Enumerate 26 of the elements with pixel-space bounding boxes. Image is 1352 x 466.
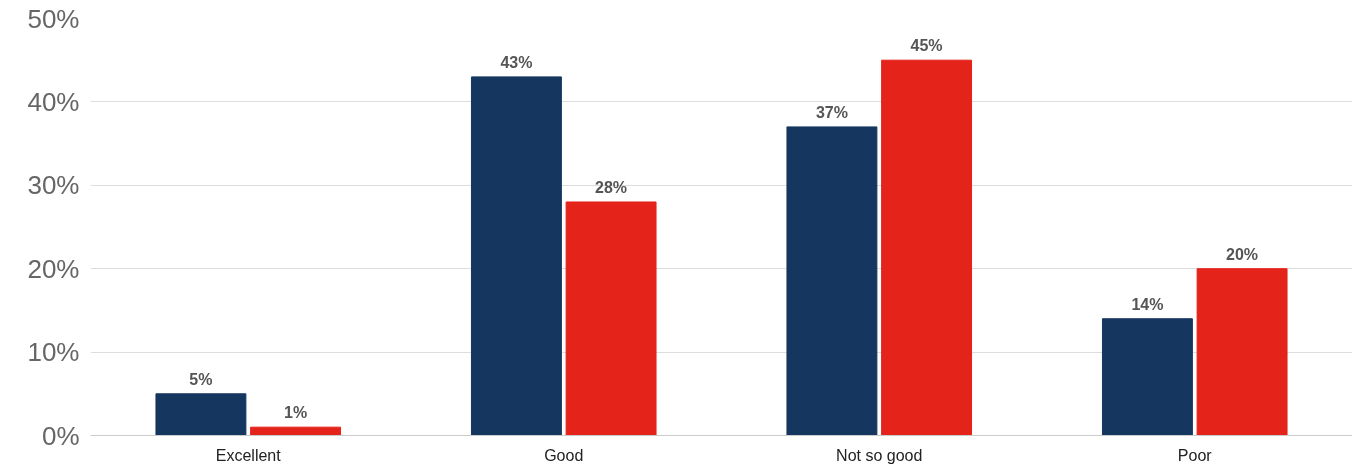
y-tick-label: 30%	[27, 170, 80, 201]
bar	[470, 76, 562, 436]
data-label: 45%	[910, 37, 943, 55]
data-label: 14%	[1131, 295, 1164, 313]
bar	[1101, 318, 1193, 436]
x-tick-label: Not so good	[836, 446, 923, 464]
data-label: 20%	[1226, 245, 1259, 263]
y-tick-label: 50%	[27, 3, 80, 34]
y-tick-label: 40%	[27, 86, 80, 117]
x-tick-label: Poor	[1177, 446, 1213, 464]
x-tick-label: Excellent	[215, 446, 282, 464]
data-label: 1%	[284, 404, 308, 422]
bar	[155, 393, 247, 436]
bar	[1196, 268, 1288, 436]
data-label: 5%	[189, 370, 213, 388]
data-label: 28%	[595, 178, 628, 196]
data-label: 43%	[500, 53, 533, 71]
y-tick-label: 0%	[41, 420, 80, 451]
bar	[565, 201, 657, 436]
bar	[250, 426, 342, 436]
bar	[881, 59, 973, 436]
x-tick-label: Good	[544, 446, 584, 464]
y-tick-label: 10%	[27, 337, 80, 368]
y-tick-label: 20%	[27, 253, 80, 284]
bar	[786, 126, 878, 436]
data-label: 37%	[815, 103, 848, 121]
